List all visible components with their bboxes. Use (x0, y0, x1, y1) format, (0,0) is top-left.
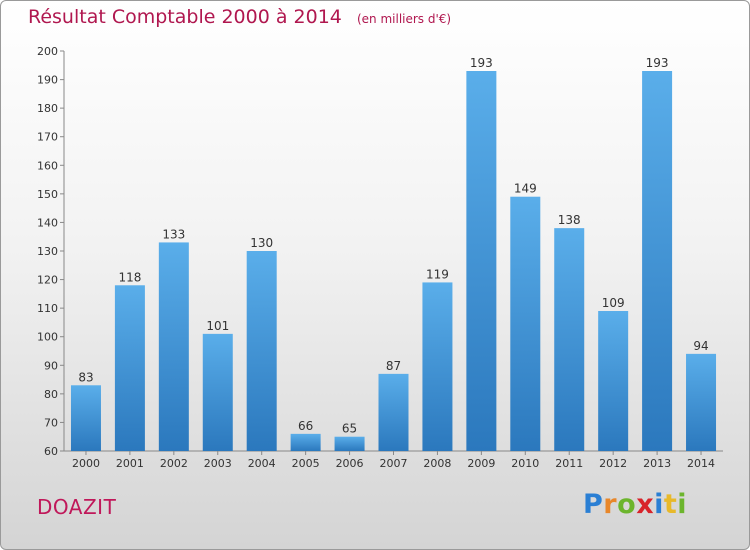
value-label-2006: 65 (342, 422, 357, 436)
x-tick-label: 2014 (687, 457, 715, 470)
logo-letter: o (617, 489, 637, 520)
x-tick-label: 2012 (599, 457, 627, 470)
value-label-2010: 149 (514, 182, 537, 196)
bar-2008 (422, 282, 453, 451)
value-labels: 83 118 133 101 130 66 65 87 119 193 149 138 109 193 94 (78, 56, 708, 436)
bar-2005 (290, 433, 321, 451)
bars (70, 71, 717, 451)
bar-2011 (554, 228, 585, 451)
bar-2012 (598, 311, 629, 451)
y-tick-label: 130 (37, 245, 58, 258)
x-tick-label: 2007 (380, 457, 408, 470)
y-tick-label: 90 (44, 359, 58, 372)
y-tick-label: 70 (44, 416, 58, 429)
x-tick-label: 2010 (511, 457, 539, 470)
y-tick-label: 80 (44, 388, 58, 401)
logo-letter: i (677, 489, 688, 520)
x-tick-label: 2001 (116, 457, 144, 470)
y-tick-label: 140 (37, 216, 58, 229)
y-tick-label: 190 (37, 74, 58, 87)
x-tick-label: 2005 (292, 457, 320, 470)
value-label-2014: 94 (693, 339, 708, 353)
bar-2006 (334, 436, 365, 451)
bar-2003 (202, 333, 233, 451)
x-tick-label: 2002 (160, 457, 188, 470)
x-tick-label: 2009 (467, 457, 495, 470)
value-label-2004: 130 (250, 236, 273, 250)
logo-letter: r (603, 489, 618, 520)
y-tick-label: 150 (37, 188, 58, 201)
logo-letter: t (663, 489, 678, 520)
y-tick-label: 170 (37, 131, 58, 144)
y-tick-label: 60 (44, 445, 58, 458)
x-tick-label: 2000 (72, 457, 100, 470)
bar-2014 (686, 353, 717, 451)
logo-letter: i (654, 489, 664, 520)
value-label-2009: 193 (470, 56, 493, 70)
x-tick-label: 2006 (336, 457, 364, 470)
bar-2004 (246, 251, 277, 451)
logo-letter: x (636, 489, 655, 520)
value-label-2001: 118 (118, 270, 141, 284)
value-label-2007: 87 (386, 359, 401, 373)
bar-2000 (70, 385, 101, 451)
proxiti-logo: Proxiti (583, 489, 687, 520)
bar-2007 (378, 373, 409, 451)
bar-2013 (642, 71, 673, 451)
bar-2009 (466, 71, 497, 451)
value-label-2013: 193 (646, 56, 669, 70)
bar-2002 (158, 242, 189, 451)
value-label-2005: 66 (298, 419, 313, 433)
x-tick-label: 2003 (204, 457, 232, 470)
value-label-2003: 101 (206, 319, 229, 333)
logo-letter: P (583, 489, 604, 520)
value-label-2012: 109 (602, 296, 625, 310)
y-tick-label: 160 (37, 159, 58, 172)
value-label-2000: 83 (78, 370, 93, 384)
commune-name: DOAZIT (37, 495, 117, 519)
value-label-2008: 119 (426, 267, 449, 281)
chart-subtitle: (en milliers d'€) (356, 12, 452, 26)
x-tick-label: 2004 (248, 457, 276, 470)
x-tick-label: 2011 (555, 457, 583, 470)
value-label-2011: 138 (558, 213, 581, 227)
title-row: Résultat Comptable 2000 à 2014 (en milli… (28, 6, 451, 28)
y-tick-label: 180 (37, 102, 58, 115)
x-tick-label: 2008 (423, 457, 451, 470)
y-tick-label: 120 (37, 274, 58, 287)
y-tick-label: 100 (37, 331, 58, 344)
x-tick-label: 2013 (643, 457, 671, 470)
y-tick-label: 200 (37, 45, 58, 58)
bar-2010 (510, 196, 541, 451)
value-label-2002: 133 (162, 227, 185, 241)
chart-title: Résultat Comptable 2000 à 2014 (28, 6, 342, 28)
y-tick-label: 110 (37, 302, 58, 315)
bar-2001 (114, 285, 145, 451)
